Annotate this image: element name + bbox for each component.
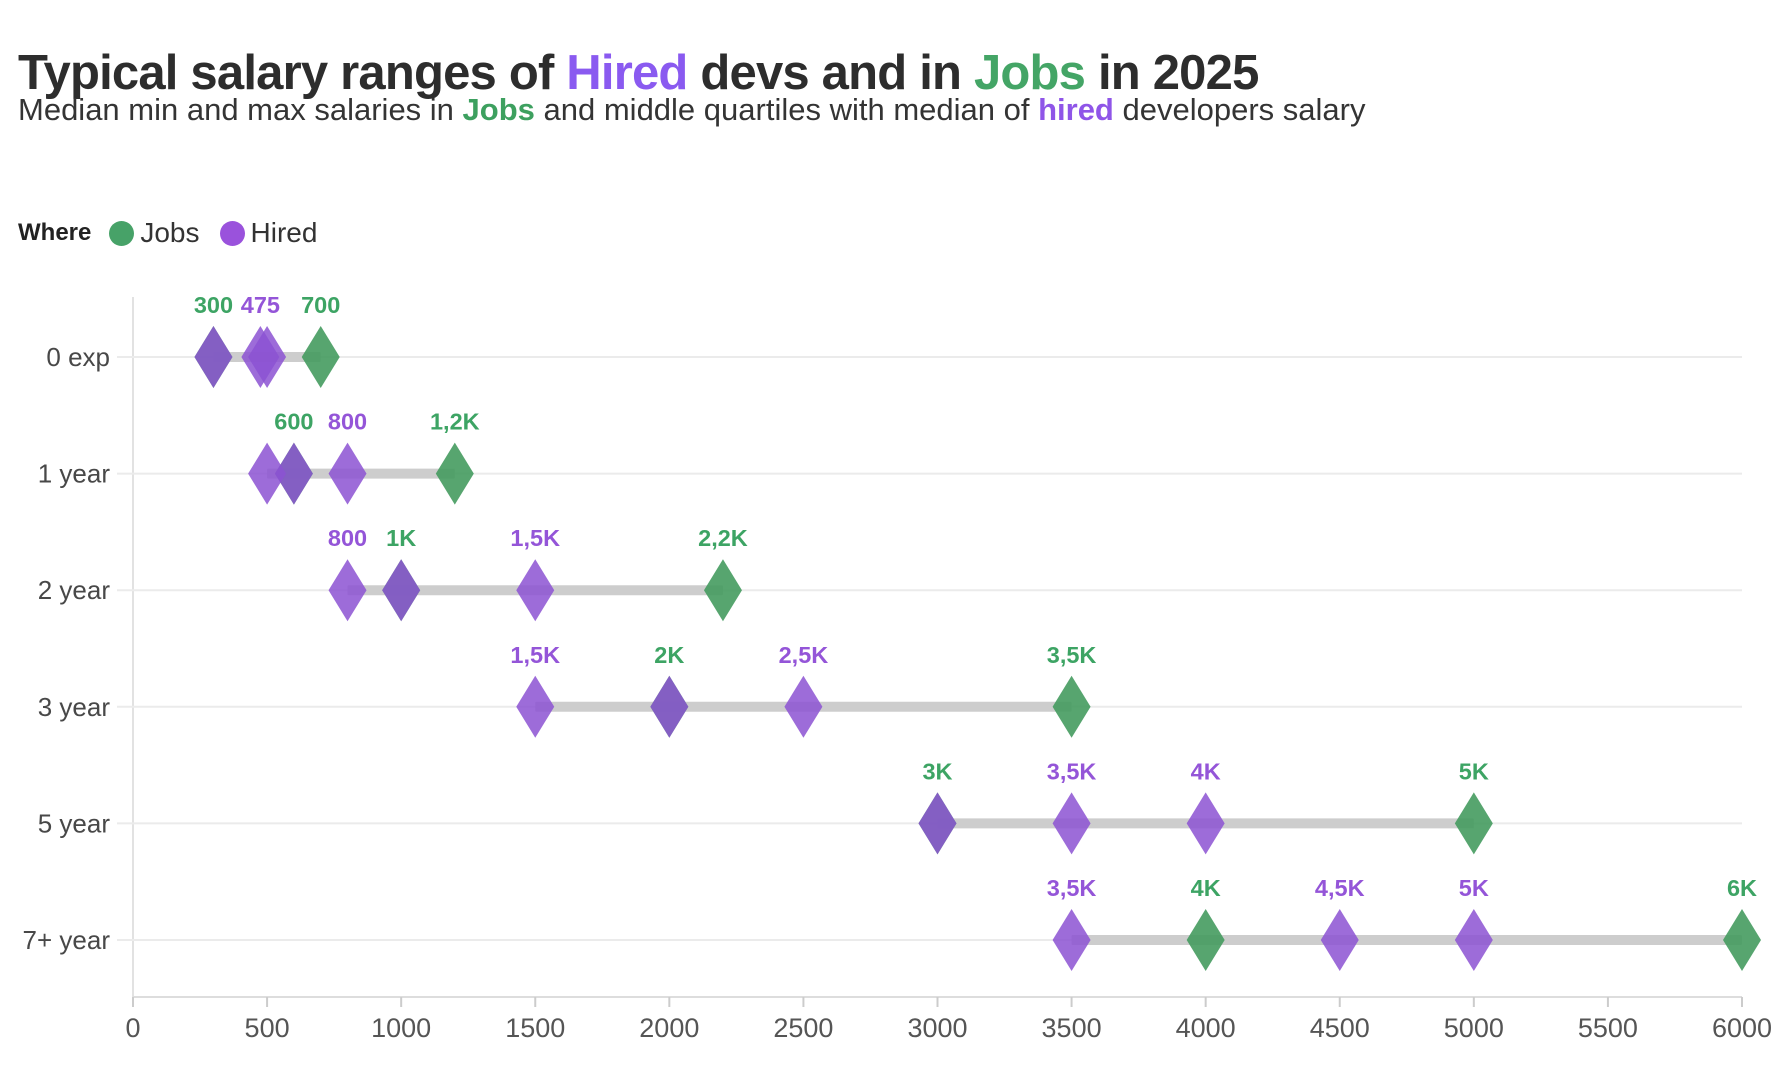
value-label: 800 (328, 525, 367, 551)
range-bar (1071, 935, 1742, 945)
subtitle-part: developers salary (1113, 92, 1366, 127)
hired-median-marker (1052, 792, 1091, 855)
hired-median-marker (382, 559, 421, 622)
hired-q3-marker (784, 675, 823, 738)
x-axis-tick-label: 5000 (1444, 1013, 1504, 1043)
title-part: in 2025 (1085, 45, 1259, 100)
chart-title: Typical salary ranges of Hired devs and … (18, 45, 1259, 101)
x-axis-tick-label: 6000 (1712, 1013, 1772, 1043)
category-label: 0 exp (46, 342, 110, 372)
x-axis-tick-label: 500 (245, 1013, 290, 1043)
x-axis-tick-label: 1000 (371, 1013, 431, 1043)
hired-median-marker (1320, 909, 1359, 971)
title-highlight-jobs: Jobs (973, 45, 1086, 100)
value-label: 2,2K (698, 525, 748, 551)
title-part: devs and in (687, 45, 974, 100)
jobs-max-marker (703, 559, 742, 622)
category-label: 5 year (38, 808, 111, 838)
value-label: 2K (654, 642, 684, 668)
jobs-max-marker (1454, 792, 1493, 855)
subtitle-part: and middle quartiles with median of (534, 92, 1039, 127)
x-axis-tick-label: 4000 (1176, 1013, 1236, 1043)
x-axis-tick-label: 3500 (1042, 1013, 1102, 1043)
value-label: 3,5K (1047, 875, 1097, 901)
category-label: 7+ year (23, 925, 111, 955)
legend-title: Where (18, 219, 92, 246)
value-label: 5K (1459, 758, 1489, 784)
jobs-max-marker (301, 326, 340, 388)
x-axis-tick-label: 1500 (505, 1013, 565, 1043)
hired-median-marker (241, 326, 280, 388)
jobs-max-marker (435, 442, 474, 505)
value-label: 4K (1191, 875, 1221, 901)
value-label: 4K (1191, 758, 1221, 784)
subtitle-highlight-hired: hired (1038, 92, 1114, 127)
value-label: 5K (1459, 875, 1489, 901)
value-label: 4,5K (1315, 875, 1365, 901)
category-label: 2 year (38, 575, 111, 605)
hired-q1-marker (1052, 909, 1091, 971)
value-label: 2,5K (779, 642, 829, 668)
chart-subtitle: Median min and max salaries in Jobs and … (18, 88, 1365, 132)
x-axis-tick-label: 0 (125, 1013, 140, 1043)
salary-range-chart: 0 exp 300 475 700 1 year 600 800 1,2K 2 year 800 1… (23, 292, 1772, 1043)
value-label: 1,5K (510, 642, 560, 668)
value-label: 3,5K (1047, 758, 1097, 784)
value-label: 800 (328, 409, 367, 435)
jobs-max-marker (1723, 909, 1761, 971)
category-label: 3 year (38, 692, 111, 722)
hired-q1-marker (194, 326, 233, 388)
chart-legend: Where Jobs Hired (18, 217, 337, 249)
hired-q1-marker (516, 675, 555, 738)
hired-median-marker (650, 675, 689, 738)
x-axis-tick-label: 2500 (773, 1013, 833, 1043)
hired-circle-icon (219, 220, 245, 246)
jobs-max-marker (1052, 675, 1091, 738)
value-label: 600 (274, 409, 313, 435)
hired-q1-marker (918, 792, 957, 855)
value-label: 1,2K (430, 409, 480, 435)
x-axis-tick-label: 2000 (639, 1013, 699, 1043)
title-part: Typical salary ranges of (18, 45, 567, 100)
jobs-circle-icon (109, 220, 135, 246)
value-label: 1,5K (510, 525, 560, 551)
legend-label-jobs: Jobs (140, 217, 200, 248)
jobs-min-marker (1186, 909, 1225, 971)
x-axis-tick-label: 5500 (1578, 1013, 1638, 1043)
value-label: 300 (194, 292, 233, 318)
legend-label-hired: Hired (250, 217, 318, 248)
hired-q3-marker (1186, 792, 1225, 855)
hired-q1-marker (248, 442, 287, 505)
legend-item-hired: Hired (219, 217, 318, 249)
value-label: 3K (922, 758, 952, 784)
hired-q3-marker (1454, 909, 1493, 971)
hired-median-marker (274, 442, 313, 505)
x-axis-tick-label: 4500 (1310, 1013, 1370, 1043)
hired-q3-marker (516, 559, 555, 622)
category-label: 1 year (38, 459, 111, 489)
value-label: 1K (386, 525, 416, 551)
legend-item-jobs: Jobs (109, 217, 200, 249)
value-label: 3,5K (1047, 642, 1097, 668)
value-label: 475 (241, 292, 280, 318)
value-label: 6K (1727, 875, 1757, 901)
hired-q1-marker (328, 559, 367, 622)
x-axis-tick-label: 3000 (907, 1013, 967, 1043)
title-highlight-hired: Hired (566, 45, 688, 100)
subtitle-highlight-jobs: Jobs (462, 92, 535, 127)
subtitle-part: Median min and max salaries in (18, 92, 463, 127)
value-label: 700 (301, 292, 340, 318)
hired-q3-marker (328, 442, 367, 505)
